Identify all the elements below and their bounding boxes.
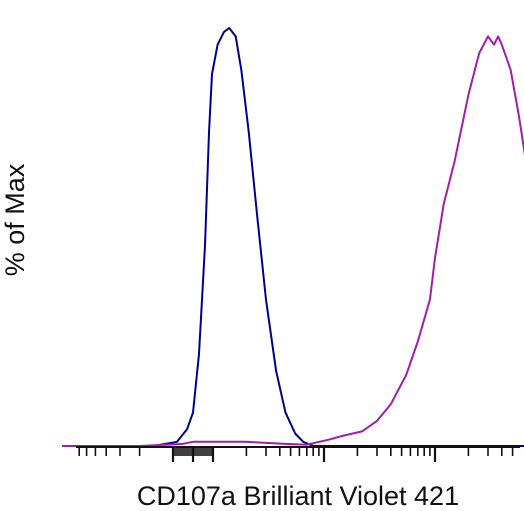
x-axis (76, 446, 520, 462)
y-axis-title: % of Max (0, 163, 30, 276)
histogram-series-2 (62, 35, 524, 447)
plot-area (62, 27, 524, 447)
histogram-series-1 (62, 27, 524, 447)
x-axis-title: CD107a Brilliant Violet 421 (137, 481, 459, 511)
